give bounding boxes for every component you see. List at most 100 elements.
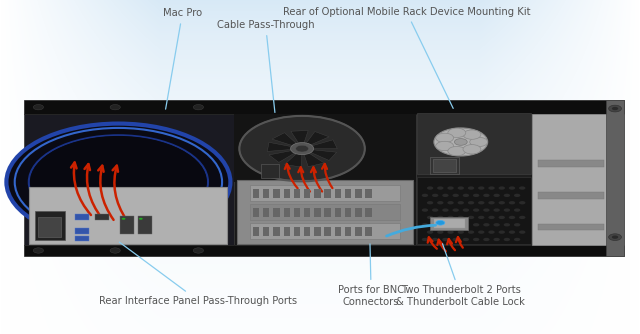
Circle shape [488, 186, 495, 190]
Bar [365, 227, 372, 236]
Circle shape [499, 201, 505, 204]
Circle shape [478, 186, 484, 190]
Text: Mac Pro: Mac Pro [163, 8, 202, 109]
Circle shape [483, 223, 490, 226]
Circle shape [442, 223, 449, 226]
Circle shape [509, 201, 515, 204]
Circle shape [493, 223, 500, 226]
Bar [335, 208, 341, 217]
Bar [294, 189, 300, 198]
Circle shape [447, 216, 454, 219]
Circle shape [473, 194, 479, 197]
Circle shape [437, 186, 444, 190]
Circle shape [488, 230, 495, 234]
Polygon shape [272, 133, 302, 149]
Bar [75, 228, 89, 234]
Text: Rear Interface Panel Pass-Through Ports: Rear Interface Panel Pass-Through Ports [99, 242, 298, 306]
Circle shape [33, 248, 44, 253]
Circle shape [612, 235, 618, 239]
Circle shape [30, 136, 207, 228]
Circle shape [442, 208, 449, 212]
Circle shape [519, 216, 525, 219]
Circle shape [427, 216, 433, 219]
Bar [284, 227, 290, 236]
Circle shape [193, 248, 204, 253]
Polygon shape [284, 149, 302, 167]
Bar [35, 211, 65, 240]
Circle shape [432, 208, 438, 212]
Circle shape [452, 238, 459, 241]
Bar [253, 227, 259, 236]
Circle shape [514, 208, 520, 212]
Circle shape [468, 230, 474, 234]
Circle shape [493, 194, 500, 197]
Circle shape [447, 186, 454, 190]
Bar [416, 114, 532, 245]
Bar [273, 227, 280, 236]
Bar [24, 245, 624, 256]
Circle shape [514, 223, 520, 226]
Bar [75, 214, 89, 220]
Bar [284, 208, 290, 217]
Circle shape [612, 107, 618, 110]
Circle shape [442, 194, 449, 197]
Polygon shape [302, 149, 324, 167]
Circle shape [434, 128, 488, 156]
Bar [538, 224, 604, 230]
Bar [237, 180, 413, 244]
Text: Two Thunderbolt 2 Ports
& Thunderbolt Cable Lock: Two Thunderbolt 2 Ports & Thunderbolt Ca… [396, 244, 525, 307]
Circle shape [436, 141, 454, 151]
Bar [335, 227, 341, 236]
Circle shape [422, 194, 428, 197]
Circle shape [239, 116, 365, 181]
Circle shape [436, 133, 454, 143]
Circle shape [458, 230, 464, 234]
Circle shape [463, 130, 481, 139]
Polygon shape [302, 149, 337, 160]
Circle shape [432, 223, 438, 226]
Circle shape [473, 238, 479, 241]
Circle shape [468, 201, 474, 204]
Circle shape [609, 234, 621, 240]
Circle shape [463, 208, 469, 212]
Bar [253, 189, 259, 198]
Circle shape [452, 223, 459, 226]
Circle shape [427, 230, 433, 234]
Circle shape [504, 194, 510, 197]
Bar [234, 114, 416, 182]
Circle shape [447, 230, 454, 234]
Bar [433, 159, 456, 172]
Polygon shape [268, 142, 302, 151]
Bar [606, 100, 624, 256]
Circle shape [448, 128, 466, 138]
Circle shape [422, 208, 428, 212]
Bar [261, 164, 279, 178]
Circle shape [478, 201, 484, 204]
Circle shape [454, 139, 467, 145]
Circle shape [488, 216, 495, 219]
Circle shape [437, 216, 444, 219]
Circle shape [470, 137, 488, 147]
Circle shape [483, 238, 490, 241]
Bar [345, 208, 351, 217]
Circle shape [442, 238, 449, 241]
Bar [314, 189, 321, 198]
Circle shape [448, 146, 466, 156]
Circle shape [437, 230, 444, 234]
Circle shape [483, 194, 490, 197]
Circle shape [504, 223, 510, 226]
Circle shape [33, 105, 44, 110]
Circle shape [110, 105, 120, 110]
Circle shape [519, 186, 525, 190]
Bar [434, 219, 465, 228]
Bar [417, 177, 531, 244]
Circle shape [488, 201, 495, 204]
Bar [538, 160, 604, 167]
Circle shape [499, 186, 505, 190]
Bar [234, 114, 416, 245]
Circle shape [422, 223, 428, 226]
Bar [304, 189, 310, 198]
Circle shape [504, 238, 510, 241]
Bar [38, 217, 61, 237]
Circle shape [291, 143, 314, 155]
